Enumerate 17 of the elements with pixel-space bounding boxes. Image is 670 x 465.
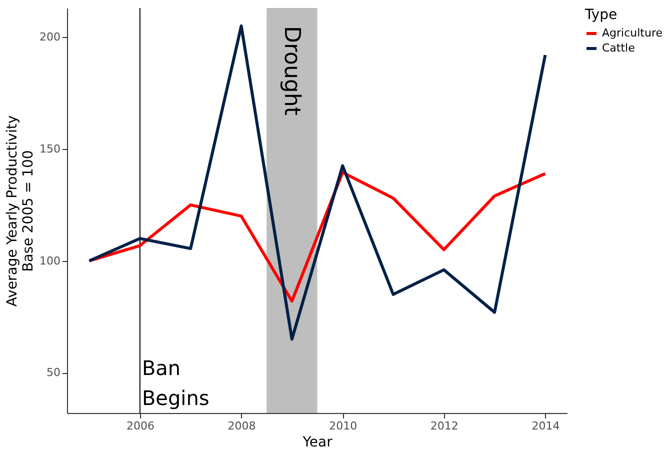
x-axis-title: Year	[302, 434, 333, 450]
x-tick-label: 2006	[126, 420, 154, 432]
legend-label: Cattle	[602, 42, 636, 54]
x-tick-label: 2010	[329, 420, 358, 432]
x-tick-label: 2012	[430, 420, 458, 432]
y-tick-label: 150	[40, 142, 60, 156]
y-tick-label: 50	[46, 366, 60, 380]
y-tick-label: 100	[40, 254, 60, 268]
x-tick-label: 2014	[532, 420, 560, 432]
line-series	[88, 24, 547, 341]
legend-title: Type	[584, 7, 618, 23]
y-tick-label: 200	[40, 30, 60, 44]
y-axis-title: Average Yearly Productivity Base 2005 = 100	[4, 115, 37, 307]
band-label: Drought	[278, 26, 304, 116]
ref-line-label: Ban Begins	[142, 356, 210, 410]
legend-label: Agriculture	[602, 26, 663, 40]
x-tick-label: 2008	[228, 420, 256, 432]
